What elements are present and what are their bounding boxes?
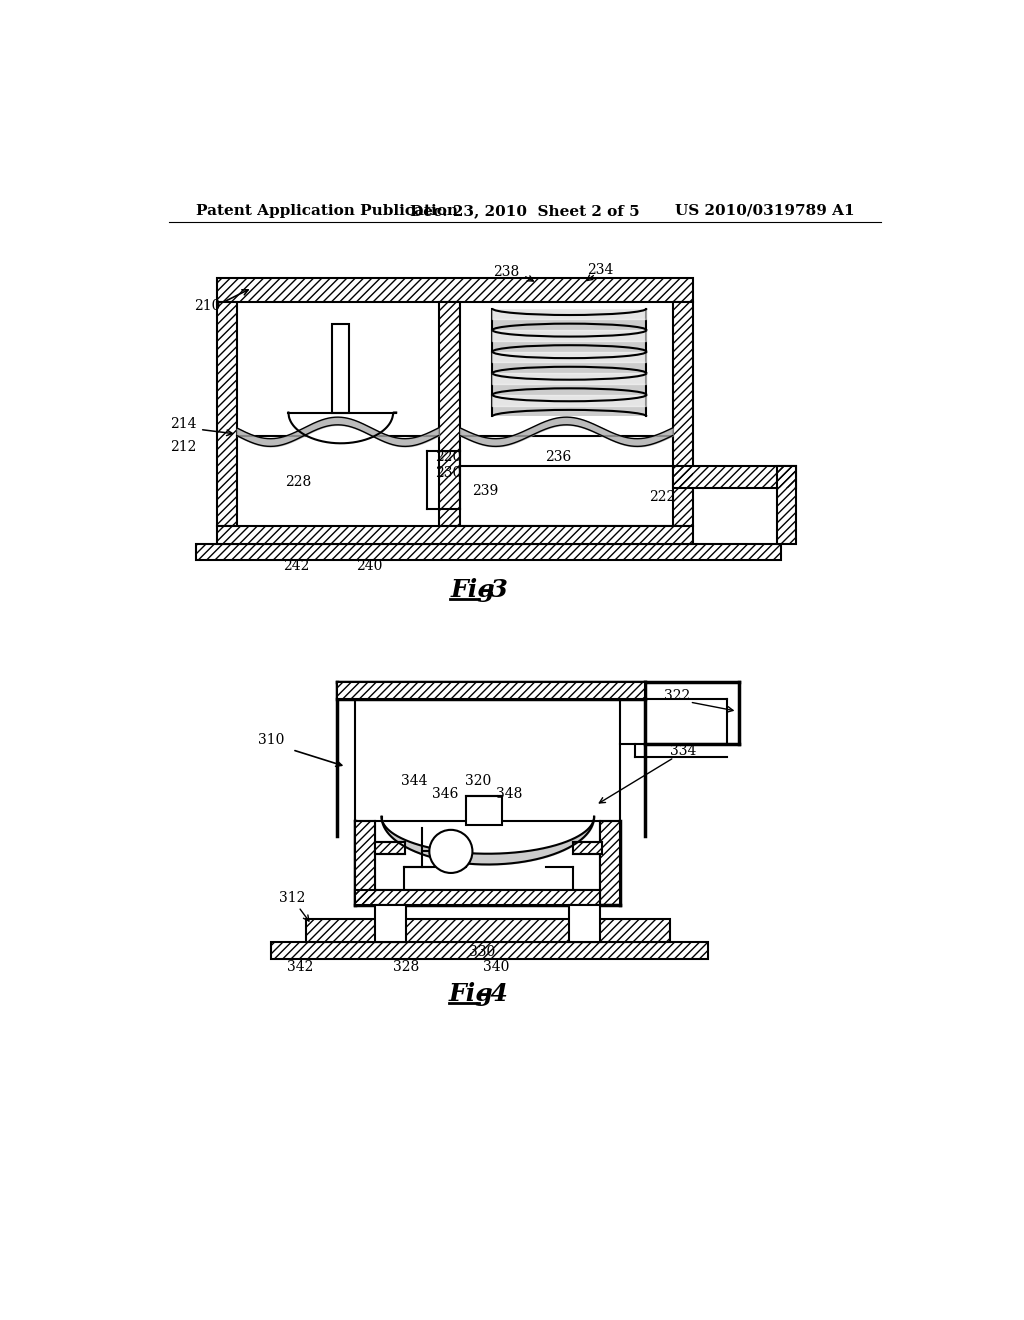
Text: Dec. 23, 2010  Sheet 2 of 5: Dec. 23, 2010 Sheet 2 of 5 [410,203,640,218]
Bar [572,842,602,854]
Bar [493,330,646,351]
Bar [337,682,645,700]
Text: 212: 212 [170,440,197,454]
Bar [600,821,621,906]
Text: 220: 220 [434,450,461,465]
Text: Fig: Fig [451,578,495,602]
Text: 238: 238 [494,265,519,280]
Text: 228: 228 [286,475,311,488]
Text: 236: 236 [545,450,571,465]
Bar [355,821,376,906]
Text: 240: 240 [356,560,382,573]
Bar [466,796,503,825]
Bar [572,842,602,854]
Bar [217,302,237,525]
Bar [600,821,621,906]
Bar [355,821,376,906]
Bar [569,906,600,942]
Text: 346: 346 [431,787,458,801]
Text: 334: 334 [671,744,696,758]
Bar [460,302,673,466]
Bar [306,919,670,942]
Bar [376,821,600,890]
Bar [306,919,670,942]
Text: 222: 222 [649,490,675,504]
Bar [438,302,460,525]
Text: 312: 312 [280,891,305,904]
Bar [237,302,438,525]
Bar [376,842,404,854]
Bar [217,302,237,525]
Bar [460,466,673,525]
Text: 214: 214 [170,417,197,432]
Bar [270,942,708,960]
Text: 344: 344 [400,774,427,788]
Text: 340: 340 [483,960,510,974]
Bar [376,842,404,854]
Text: 234: 234 [587,263,613,277]
Text: –3: –3 [478,578,509,602]
Text: 322: 322 [665,689,690,702]
Text: 239: 239 [472,484,498,498]
Bar [493,395,646,416]
Bar [217,277,692,302]
Bar [270,942,708,960]
Text: 210: 210 [195,300,221,313]
Bar [355,700,621,821]
Bar [355,890,600,906]
Bar [337,682,645,700]
Text: –4: –4 [478,982,509,1006]
Text: 342: 342 [287,960,313,974]
Bar [673,302,692,525]
Bar [217,277,692,302]
Bar [196,544,781,560]
Text: Fig: Fig [449,982,494,1006]
Bar [777,466,796,544]
Text: 320: 320 [466,774,492,788]
Text: 348: 348 [497,787,522,801]
Text: US 2010/0319789 A1: US 2010/0319789 A1 [675,203,854,218]
Bar [196,544,781,560]
Text: Patent Application Publication: Patent Application Publication [196,203,458,218]
Bar [376,700,600,891]
Bar [217,525,692,544]
Bar [438,302,460,525]
Bar [673,302,692,525]
Bar [355,890,600,906]
Bar [777,466,796,544]
Bar [673,466,796,488]
Bar [376,906,407,942]
Bar [673,466,796,488]
Circle shape [429,830,472,873]
Text: 242: 242 [283,560,309,573]
Bar [493,309,646,330]
Bar [493,351,646,374]
Bar [493,374,646,395]
Text: 310: 310 [257,733,284,747]
Bar [217,525,692,544]
Text: 328: 328 [393,960,420,974]
Text: 330: 330 [469,945,495,958]
Bar [333,323,349,412]
Text: 230: 230 [434,466,461,479]
